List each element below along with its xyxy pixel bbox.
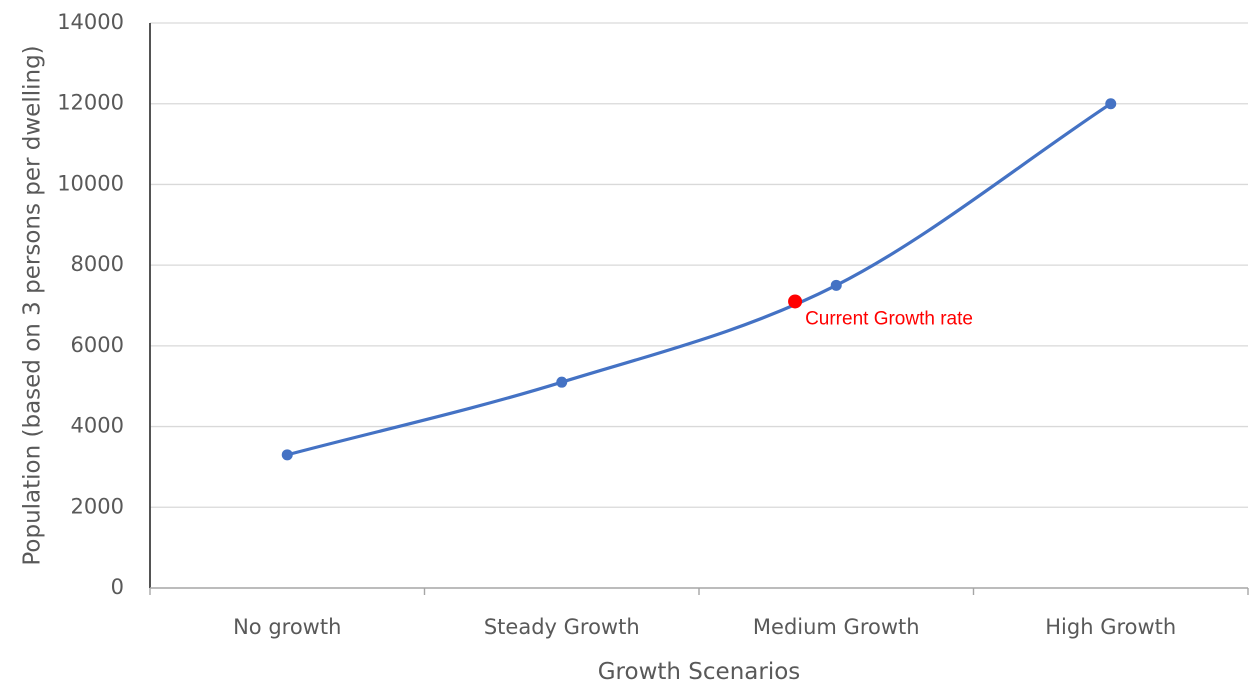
data-point-steady-growth xyxy=(556,376,568,388)
y-axis-title: Population (based on 3 persons per dwell… xyxy=(20,45,46,565)
data-point-high-growth xyxy=(1105,98,1117,110)
y-tick-label: 4000 xyxy=(71,414,124,438)
x-axis-ticks: No growth Steady Growth Medium Growth High … xyxy=(149,588,1249,639)
y-tick-label: 8000 xyxy=(71,252,124,276)
y-tick-label: 12000 xyxy=(57,91,124,115)
data-point-no-growth xyxy=(281,449,293,461)
y-tick-label: 2000 xyxy=(71,494,124,518)
current-growth-label: Current Growth rate xyxy=(805,308,973,329)
x-tick-label: Steady Growth xyxy=(484,615,640,639)
annotation-layer: Current Growth rate xyxy=(788,294,973,329)
x-tick-label: High Growth xyxy=(1045,615,1176,639)
y-tick-label: 6000 xyxy=(71,333,124,357)
y-tick-label: 0 xyxy=(111,575,124,599)
gridlines xyxy=(150,22,1248,508)
x-axis-title: Growth Scenarios xyxy=(598,659,801,684)
x-tick-label: No growth xyxy=(233,615,341,639)
axes xyxy=(149,23,1248,589)
y-tick-label: 14000 xyxy=(57,10,124,34)
current-growth-marker xyxy=(788,294,803,309)
y-axis-ticks: 0 2000 4000 6000 8000 10000 12000 14000 xyxy=(57,10,124,599)
data-point-medium-growth xyxy=(830,279,842,291)
x-tick-label: Medium Growth xyxy=(753,615,920,639)
y-tick-label: 10000 xyxy=(57,171,124,195)
series-layer xyxy=(281,98,1117,461)
series-line xyxy=(285,102,1113,457)
